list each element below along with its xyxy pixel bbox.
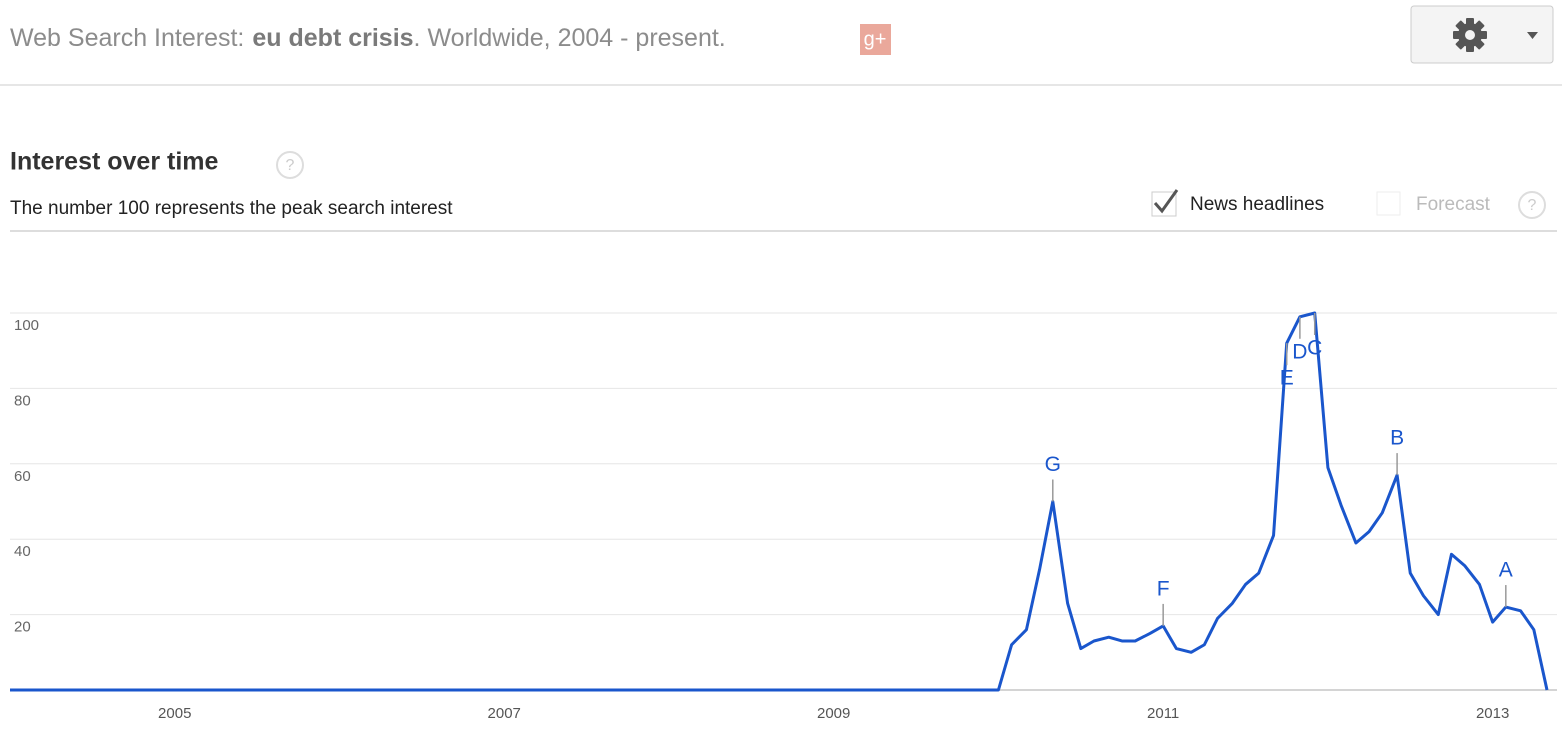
help-button[interactable]	[1518, 191, 1546, 219]
x-tick-label: 2011	[1147, 705, 1179, 722]
trend-line	[10, 311, 1549, 692]
forecast-label[interactable]: Forecast	[1416, 194, 1491, 215]
header-query: eu debt crisis	[252, 24, 413, 52]
annotation-label: F	[1157, 577, 1170, 600]
section-title: Interest over time	[10, 148, 219, 176]
annotation-label: B	[1390, 427, 1404, 450]
checkmark	[1153, 189, 1179, 214]
forecast-checkbox[interactable]	[1376, 191, 1401, 216]
share-icon[interactable]: g+	[864, 28, 887, 50]
y-tick-label: 20	[14, 619, 31, 636]
header-title: Web Search Interest: eu debt crisis. Worl…	[10, 24, 726, 52]
y-tick-label: 60	[14, 468, 31, 485]
subtitle: The number 100 represents the peak searc…	[10, 198, 453, 219]
annotation-label: E	[1280, 367, 1294, 390]
header-scope: . Worldwide, 2004 - present.	[414, 24, 726, 52]
annotation-label: C	[1307, 337, 1322, 360]
share-button[interactable]	[860, 24, 891, 55]
help-button[interactable]	[276, 151, 304, 179]
y-tick-label: 80	[14, 392, 31, 409]
news-label[interactable]: News headlines	[1190, 194, 1324, 215]
annotation-label: A	[1499, 559, 1513, 582]
x-tick-label: 2013	[1476, 705, 1509, 722]
annotation-label: D	[1292, 340, 1307, 363]
help-icon[interactable]: ?	[1528, 197, 1537, 214]
x-tick-label: 2009	[817, 705, 850, 722]
header-prefix: Web Search Interest:	[10, 24, 244, 52]
x-tick-label: 2007	[488, 705, 521, 722]
y-tick-label: 100	[14, 317, 39, 334]
x-tick-label: 2005	[158, 705, 191, 722]
annotation-label: G	[1045, 453, 1061, 476]
dropdown-arrow[interactable]	[1527, 32, 1538, 39]
y-tick-label: 40	[14, 543, 31, 560]
gear-icon	[1453, 18, 1487, 52]
help-icon[interactable]: ?	[286, 157, 295, 174]
